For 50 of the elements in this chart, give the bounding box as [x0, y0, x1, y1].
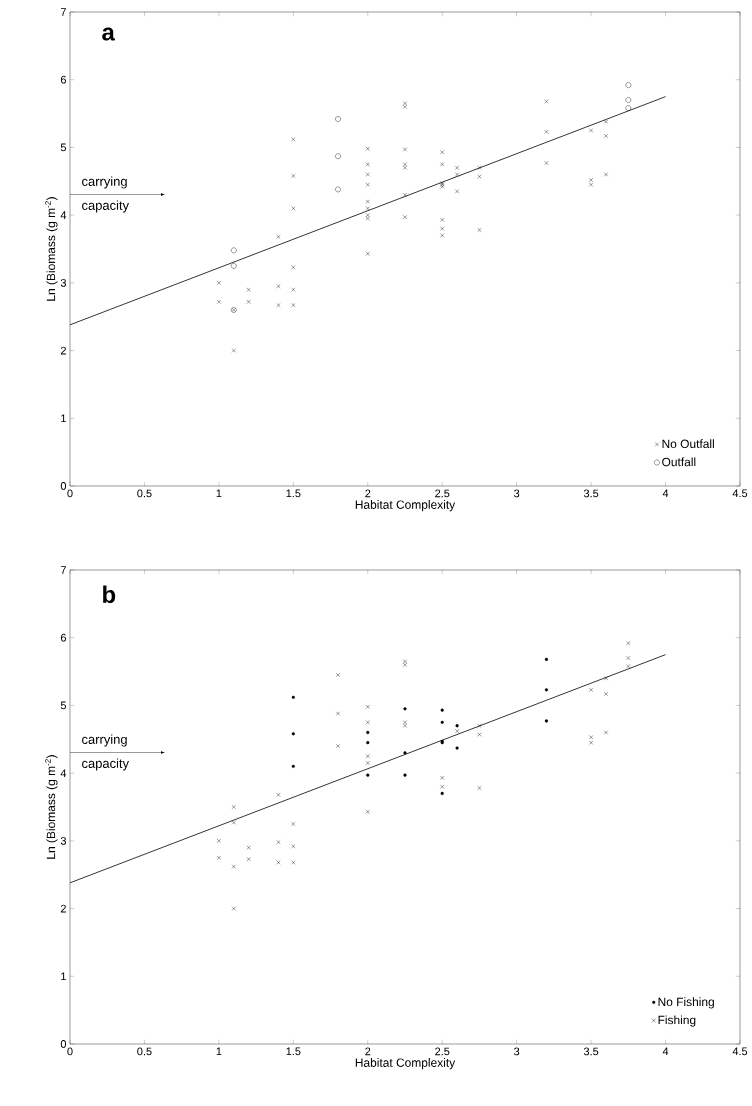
- y-tick-label: 2: [60, 346, 66, 355]
- x-tick-label: 4: [662, 1047, 669, 1056]
- x-tick-label: 1.5: [286, 1047, 301, 1056]
- x-tick-label: 2.5: [435, 489, 450, 498]
- legend-label: Fishing: [658, 1015, 696, 1027]
- y-tick-label: 0: [60, 1040, 67, 1048]
- y-tick-label: 4: [60, 769, 67, 777]
- y-tick-label: 6: [60, 75, 66, 84]
- y-axis-title: Ln (Biomass (g m$^{-2}$): [45, 197, 58, 301]
- x-tick-label: 3.5: [583, 489, 599, 498]
- text: b: [103, 585, 116, 604]
- y-tick-label: 0: [60, 482, 67, 490]
- chart-title: a: [102, 27, 115, 41]
- x-tick-label: 2: [365, 1047, 371, 1056]
- legend-label: No Outfall: [662, 439, 714, 449]
- x-tick-label: 2: [365, 489, 371, 498]
- x-axis-title: Habitat Complexity: [355, 500, 456, 512]
- x-tick-label: 2.5: [435, 1047, 450, 1056]
- x-tick-label: 4: [662, 489, 669, 498]
- annotation: capacity: [82, 200, 129, 213]
- y-tick-label: 2: [60, 904, 66, 913]
- y-tick-label: 5: [60, 143, 67, 152]
- x-tick-label: 3: [514, 1047, 520, 1056]
- y-tick-label: 7: [60, 8, 66, 16]
- x-tick-label: 1.5: [286, 489, 301, 498]
- x-axis-title: Habitat Complexity: [355, 1058, 456, 1070]
- x-tick-label: 3.5: [583, 1047, 599, 1056]
- y-tick-label: 5: [60, 701, 67, 710]
- annotation: carrying: [82, 734, 127, 747]
- legend-label: No Fishing: [658, 997, 714, 1009]
- x-tick-label: 1: [216, 489, 222, 498]
- x-tick-label: 0: [67, 489, 73, 498]
- x-tick-label: 0.5: [137, 489, 152, 498]
- annotation: carrying: [82, 176, 127, 189]
- y-tick-label: 3: [60, 278, 66, 287]
- annotation: capacity: [82, 758, 129, 771]
- y-tick-label: 7: [60, 566, 66, 574]
- x-tick-label: 0: [67, 1047, 73, 1056]
- y-tick-label: 3: [60, 836, 66, 845]
- y-tick-label: 1: [61, 414, 66, 423]
- x-tick-label: 3: [514, 489, 520, 498]
- x-tick-label: 4.5: [732, 1047, 748, 1056]
- y-tick-label: 4: [60, 211, 67, 219]
- legend-label: Outfall: [662, 457, 696, 467]
- x-tick-label: 4.5: [732, 489, 748, 498]
- x-tick-label: 1: [216, 1047, 222, 1056]
- x-tick-label: 0.5: [137, 1047, 152, 1056]
- y-axis-title: Ln (Biomass (g m$^{-2}$): [45, 755, 58, 859]
- y-tick-label: 1: [61, 972, 66, 981]
- y-tick-label: 6: [60, 633, 66, 642]
